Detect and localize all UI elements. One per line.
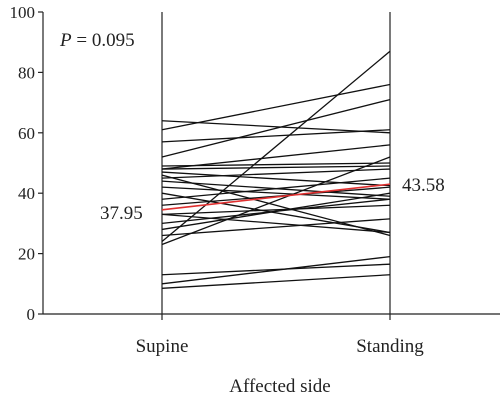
subject-line: [161, 98, 391, 158]
subject-line: [161, 186, 391, 200]
subject-line: [161, 255, 391, 285]
y-tick-label: 40: [18, 184, 35, 203]
subject-line: [161, 156, 391, 246]
y-tick-label: 80: [18, 63, 35, 82]
labels: P = 0.095 37.95 43.58 Affected side: [59, 30, 445, 397]
subject-line: [161, 171, 391, 187]
subject-line: [161, 198, 391, 225]
y-tick-label: 60: [18, 124, 35, 143]
subject-line: [161, 50, 391, 243]
mean-line-group: [161, 183, 391, 211]
x-axis-label: Affected side: [229, 376, 330, 397]
axes: 0 20 40 60 80 100 Supine Standing: [10, 3, 500, 357]
subject-line: [161, 165, 391, 170]
subject-line: [161, 213, 391, 234]
y-tick-label: 100: [10, 3, 36, 22]
subject-line: [161, 274, 391, 289]
subject-line: [161, 144, 391, 170]
subject-line: [161, 120, 391, 134]
subject-line: [161, 263, 391, 276]
subject-line: [161, 218, 391, 237]
y-tick-label: 20: [18, 245, 35, 264]
x-category-label: Standing: [356, 336, 424, 357]
x-category-label: Supine: [136, 336, 189, 357]
supine-mean-label: 37.95: [100, 203, 143, 224]
y-tick-label: 0: [27, 305, 36, 324]
subject-line: [161, 204, 391, 215]
p-value-annotation: P = 0.095: [59, 30, 135, 51]
subject-line: [161, 129, 391, 143]
paired-lines: [161, 50, 391, 289]
mean-line: [161, 183, 391, 211]
subject-line: [161, 180, 391, 197]
standing-mean-label: 43.58: [402, 175, 445, 196]
subject-line: [161, 174, 391, 237]
subject-line: [161, 168, 391, 179]
